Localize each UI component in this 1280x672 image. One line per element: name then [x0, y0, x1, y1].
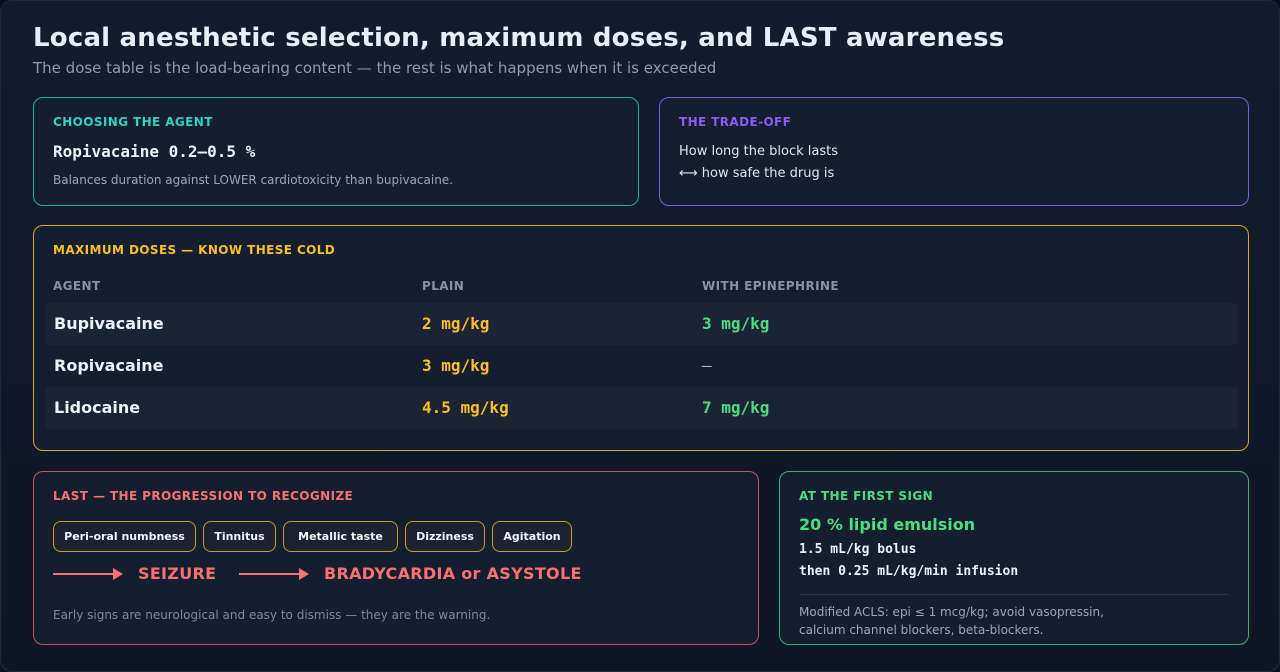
table-row: Ropivacaine 3 mg/kg — [45, 345, 1238, 387]
choosing-agent-note: Balances duration against LOWER cardioto… [53, 173, 454, 187]
agent-name: Bupivacaine [54, 314, 164, 333]
sign-chip: Tinnitus [203, 521, 276, 552]
choosing-agent-heading: CHOOSING THE AGENT [53, 115, 213, 129]
bolus-dose: 1.5 mL/kg bolus [799, 542, 917, 557]
choosing-agent-card: CHOOSING THE AGENT Ropivacaine 0.2–0.5 %… [33, 97, 639, 206]
table-row: Lidocaine 4.5 mg/kg 7 mg/kg [45, 387, 1238, 429]
agent-name: Lidocaine [54, 398, 141, 417]
tradeoff-line-2: ⟷ how safe the drug is [679, 166, 835, 181]
last-progression-heading: LAST — THE PROGRESSION TO RECOGNIZE [53, 489, 354, 503]
infusion-dose: then 0.25 mL/kg/min infusion [799, 564, 1019, 579]
plain-dose: 4.5 mg/kg [422, 398, 509, 417]
tradeoff-card: THE TRADE-OFF How long the block lasts ⟷… [659, 97, 1249, 206]
lipid-emulsion-treatment: 20 % lipid emulsion [799, 515, 976, 534]
epinephrine-dose: 7 mg/kg [702, 398, 770, 417]
column-header-plain: PLAIN [422, 279, 465, 293]
sign-chip: Metallic taste [283, 521, 398, 552]
acls-note-line-2: calcium channel blockers, beta-blockers. [799, 623, 1044, 637]
epinephrine-dose: 3 mg/kg [702, 314, 770, 333]
sign-chip: Peri-oral numbness [53, 521, 196, 552]
table-row: Bupivacaine 2 mg/kg 3 mg/kg [45, 303, 1238, 345]
max-doses-heading: MAXIMUM DOSES — KNOW THESE COLD [53, 243, 336, 257]
outcome-cardiac: BRADYCARDIA or ASYSTOLE [324, 564, 582, 583]
arrow-right-icon [53, 568, 123, 580]
sign-chip: Agitation [492, 521, 572, 552]
last-warning-note: Early signs are neurological and easy to… [53, 608, 491, 622]
first-sign-heading: AT THE FIRST SIGN [799, 489, 934, 503]
tradeoff-line-1: How long the block lasts [679, 144, 838, 159]
plain-dose: 2 mg/kg [422, 314, 490, 333]
plain-dose: 3 mg/kg [422, 356, 490, 375]
column-header-epinephrine: WITH EPINEPHRINE [702, 279, 839, 293]
max-doses-card: MAXIMUM DOSES — KNOW THESE COLD AGENT PL… [33, 225, 1249, 451]
recommended-agent: Ropivacaine 0.2–0.5 % [53, 142, 256, 161]
outcome-seizure: SEIZURE [138, 564, 217, 583]
tradeoff-heading: THE TRADE-OFF [679, 115, 792, 129]
divider [799, 594, 1229, 595]
agent-name: Ropivacaine [54, 356, 164, 375]
epinephrine-dose: — [702, 356, 712, 375]
sign-chip: Dizziness [405, 521, 485, 552]
page-title: Local anesthetic selection, maximum dose… [33, 23, 1005, 53]
page-subtitle: The dose table is the load-bearing conte… [33, 59, 717, 77]
acls-note-line-1: Modified ACLS: epi ≤ 1 mcg/kg; avoid vas… [799, 605, 1104, 619]
column-header-agent: AGENT [53, 279, 101, 293]
last-progression-card: LAST — THE PROGRESSION TO RECOGNIZE Peri… [33, 471, 759, 645]
first-sign-card: AT THE FIRST SIGN 20 % lipid emulsion 1.… [779, 471, 1249, 645]
arrow-right-icon [239, 568, 309, 580]
